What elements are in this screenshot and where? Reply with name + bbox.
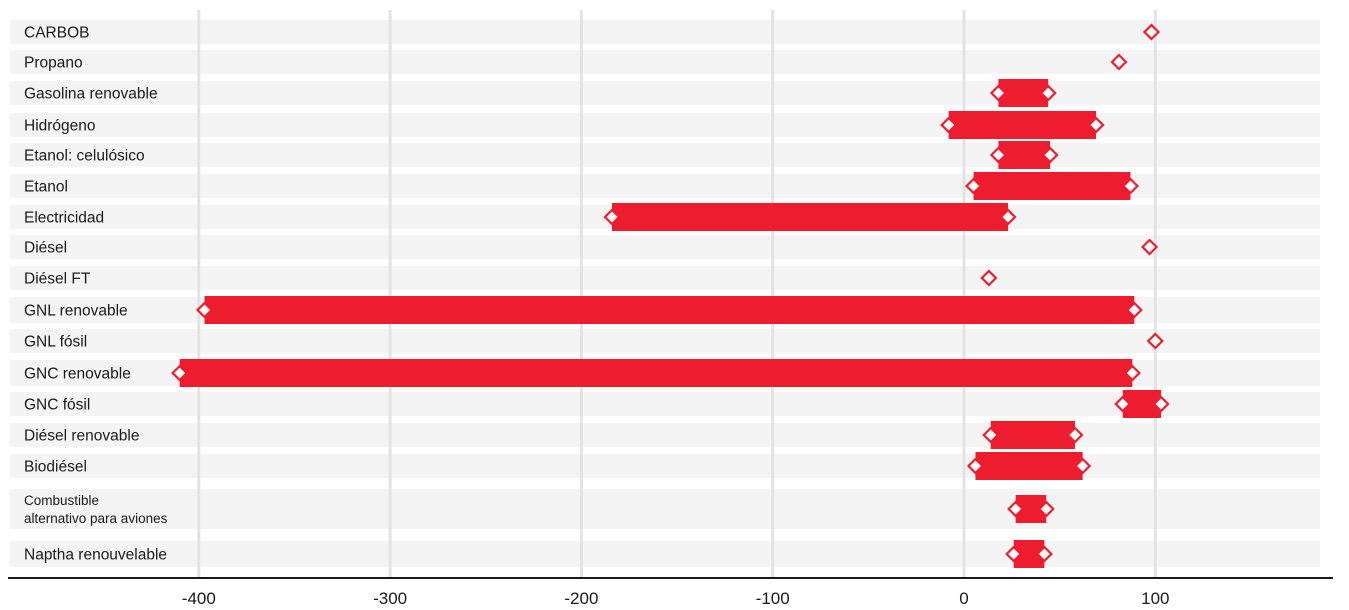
range-marker — [1121, 177, 1139, 195]
category-label: Combustible alternativo para aviones — [24, 493, 168, 526]
gridlines — [197, 10, 1157, 578]
range-marker — [171, 364, 189, 382]
row-band — [10, 20, 1320, 44]
row-band — [10, 143, 1320, 167]
range-marker — [1114, 395, 1132, 413]
row-band — [10, 113, 1320, 137]
range-marker — [1037, 500, 1055, 518]
range-marker — [1123, 364, 1141, 382]
x-tick-label: -300 — [373, 589, 407, 608]
row-band — [10, 81, 1320, 105]
range-bar — [973, 172, 1131, 200]
range-bar — [948, 111, 1096, 139]
category-label: Gasolina renovable — [24, 86, 158, 103]
category-label: GNC fósil — [24, 397, 90, 414]
range-marker — [1041, 146, 1059, 164]
range-marker — [1125, 301, 1143, 319]
range-marker — [966, 457, 985, 475]
range-marker — [1007, 500, 1025, 518]
range-bar — [612, 203, 1008, 231]
range-marker — [195, 301, 214, 319]
x-tick-label: -200 — [564, 589, 598, 608]
row-band — [10, 266, 1320, 290]
range-marker — [1087, 116, 1105, 134]
x-tick-label: -400 — [182, 589, 216, 608]
range-marker — [1066, 426, 1084, 444]
range-bars — [179, 79, 1162, 568]
category-label: Etanol — [24, 179, 68, 196]
category-label: Hidrógeno — [24, 118, 96, 135]
x-tick-labels: -400 -300 -200 -100 0 100 — [182, 589, 1170, 608]
category-label: CARBOB — [24, 25, 89, 42]
category-label: Etanol: celulósico — [24, 148, 145, 165]
category-label: Naptha renouvelable — [24, 547, 167, 564]
row-band — [10, 489, 1320, 529]
range-bar — [204, 296, 1135, 324]
category-label: Electricidad — [24, 210, 104, 227]
category-label: Diésel renovable — [24, 428, 139, 445]
category-label: Diésel FT — [24, 271, 91, 288]
category-label: GNL renovable — [24, 303, 128, 320]
range-marker — [980, 269, 998, 287]
range-marker — [1074, 457, 1092, 475]
x-tick-label: -100 — [756, 589, 790, 608]
row-band — [10, 235, 1320, 259]
range-bar — [179, 359, 1133, 387]
range-marker — [603, 208, 621, 226]
range-marker — [989, 146, 1007, 164]
category-label: Propano — [24, 55, 83, 72]
category-label: GNC renovable — [24, 366, 131, 383]
range-marker — [1005, 545, 1023, 563]
category-label: GNL fósil — [24, 334, 87, 351]
range-marker — [1146, 332, 1164, 350]
range-marker — [982, 426, 1000, 444]
range-marker — [1152, 395, 1170, 413]
row-band — [10, 541, 1320, 567]
range-marker — [1141, 238, 1159, 256]
range-bar — [990, 421, 1075, 449]
range-marker — [940, 116, 958, 134]
row-band — [10, 423, 1320, 447]
range-bar — [975, 452, 1083, 480]
row-band — [10, 329, 1320, 353]
row-band — [10, 50, 1320, 74]
x-tick-label: 0 — [959, 589, 968, 608]
range-marker — [989, 84, 1007, 102]
category-labels: CARBOB Propano Gasolina renovable Hidrógeno… — [24, 25, 168, 564]
category-label: Biodiésel — [24, 459, 87, 476]
row-band — [10, 454, 1320, 478]
range-marker — [965, 177, 983, 195]
range-marker — [1142, 23, 1161, 41]
row-bands — [10, 20, 1320, 567]
x-tick-label: 100 — [1141, 589, 1169, 608]
range-marker — [1039, 84, 1057, 102]
row-band — [10, 392, 1320, 416]
category-label: Diésel — [24, 240, 67, 257]
range-marker — [999, 208, 1017, 226]
range-bar — [998, 141, 1051, 169]
range-marker — [1110, 53, 1128, 71]
range-markers — [171, 23, 1170, 563]
range-marker — [1035, 545, 1053, 563]
